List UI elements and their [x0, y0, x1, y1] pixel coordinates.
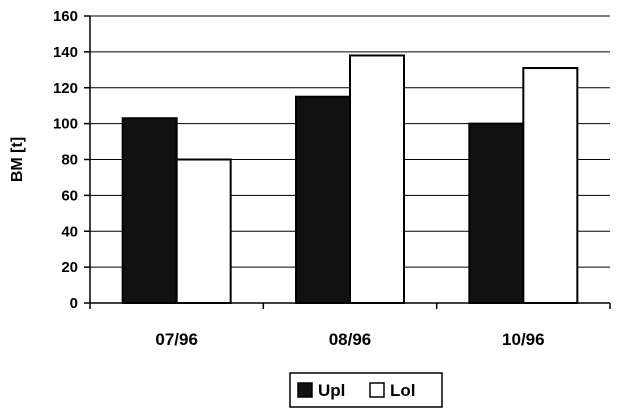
y-tick-label: 120: [53, 80, 78, 97]
y-tick-labels: 0 20 40 60 80 100 120 140 160: [53, 8, 78, 312]
y-tick-label: 0: [70, 295, 78, 312]
bar-group: [121, 54, 579, 305]
bar-lol-2: [349, 54, 405, 305]
y-tick-label: 20: [61, 259, 78, 276]
y-tick-label: 100: [53, 116, 78, 133]
x-tick-label: 10/96: [502, 330, 545, 349]
y-tick-label: 160: [53, 8, 78, 25]
legend-swatch-lol: [369, 382, 385, 398]
y-tick-label: 40: [61, 223, 78, 240]
bar-upl-1: [121, 117, 178, 305]
bar-upl-3: [468, 122, 525, 304]
bar-lol-1: [175, 158, 232, 304]
y-tick-label: 80: [61, 152, 78, 169]
legend-box: [289, 372, 443, 408]
x-tick-label: 08/96: [329, 330, 372, 349]
bar-lol-3: [522, 67, 579, 304]
legend-label-lol: Lol: [390, 381, 416, 400]
legend-label-upl: Upl: [318, 381, 345, 400]
y-tick-label: 140: [53, 44, 78, 61]
legend: Upl Lol: [289, 372, 443, 408]
axes: [89, 16, 611, 309]
legend-swatch-upl: [297, 382, 313, 398]
x-tick-labels: 07/96 08/96 10/96: [155, 330, 544, 349]
y-tick-label: 60: [61, 187, 78, 204]
x-tick-label: 07/96: [155, 330, 198, 349]
bar-upl-2: [295, 95, 351, 304]
y-axis-title: BM [t]: [9, 137, 26, 182]
